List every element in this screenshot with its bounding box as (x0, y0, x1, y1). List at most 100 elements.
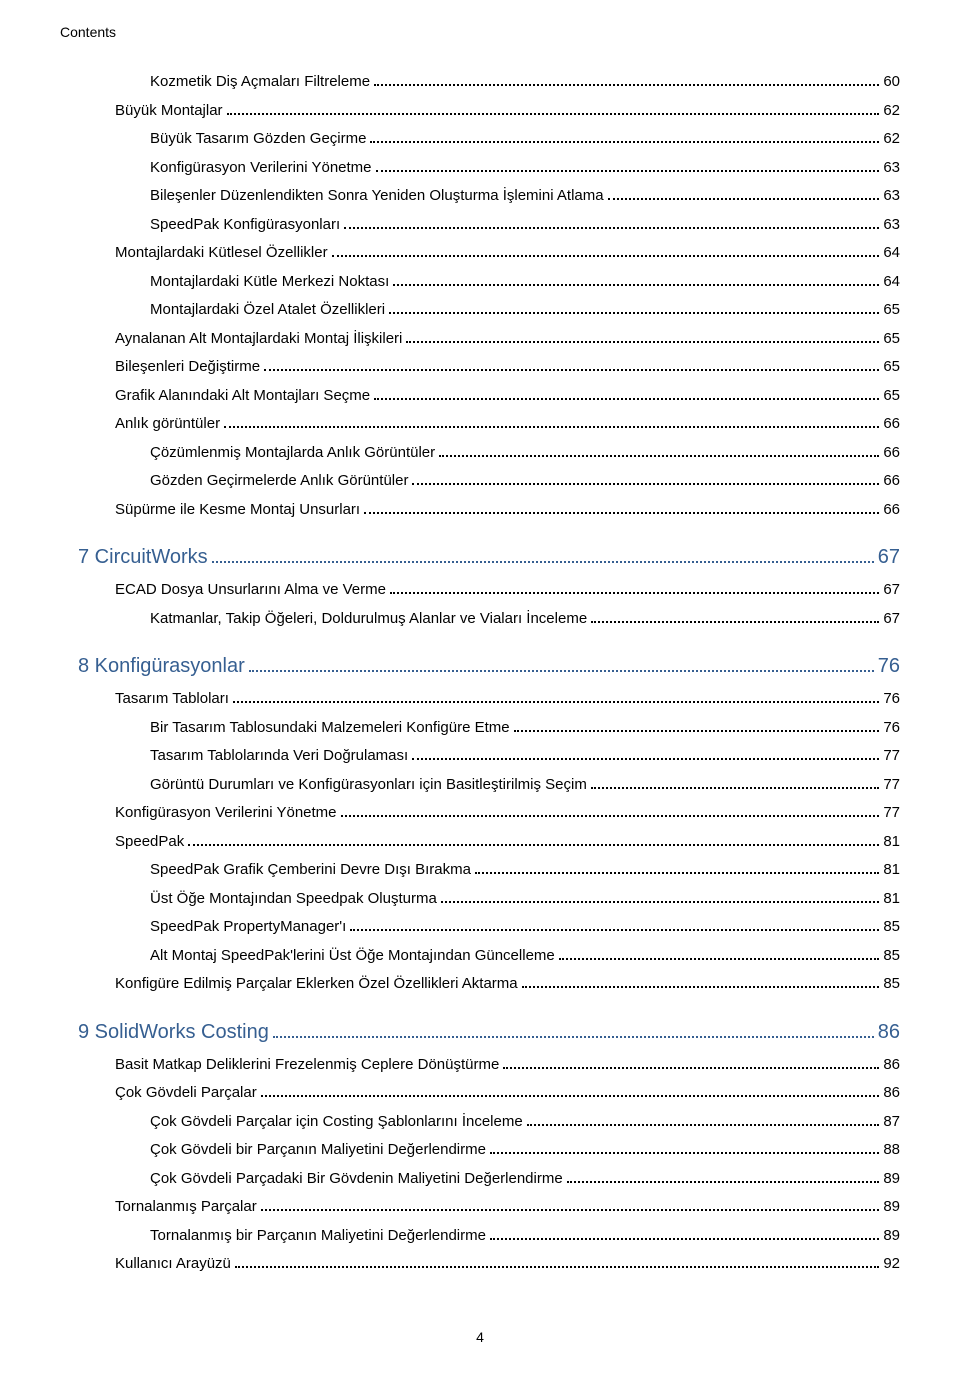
toc-entry[interactable]: Çözümlenmiş Montajlarda Anlık Görüntüler… (60, 439, 900, 468)
toc-chapter[interactable]: 7 CircuitWorks67 (60, 538, 900, 576)
toc-entry-page: 62 (883, 97, 900, 126)
toc-entry-title: Çok Gövdeli Parçadaki Bir Gövdenin Maliy… (150, 1165, 563, 1194)
toc-chapter[interactable]: 9 SolidWorks Costing86 (60, 1013, 900, 1051)
toc-entry-page: 65 (883, 325, 900, 354)
toc-entry-page: 67 (883, 576, 900, 605)
toc-entry-page: 89 (883, 1222, 900, 1251)
toc-entry[interactable]: Büyük Tasarım Gözden Geçirme 62 (60, 125, 900, 154)
toc-entry-title: Büyük Tasarım Gözden Geçirme (150, 125, 366, 154)
toc-entry[interactable]: SpeedPak Konfigürasyonları 63 (60, 211, 900, 240)
table-of-contents: Kozmetik Diş Açmaları Filtreleme60Büyük … (60, 68, 900, 1279)
toc-dot-leader (475, 872, 879, 874)
toc-entry[interactable]: Çok Gövdeli bir Parçanın Maliyetini Değe… (60, 1136, 900, 1165)
toc-entry-page: 77 (883, 742, 900, 771)
toc-dot-leader (527, 1124, 880, 1126)
toc-entry-title: Konfigürasyon Verilerini Yönetme (115, 799, 337, 828)
toc-entry[interactable]: Kullanıcı Arayüzü92 (60, 1250, 900, 1279)
toc-entry-page: 63 (883, 182, 900, 211)
toc-entry[interactable]: Üst Öğe Montajından Speedpak Oluşturma81 (60, 885, 900, 914)
toc-entry-title: Tasarım Tablolarında Veri Doğrulaması (150, 742, 408, 771)
toc-entry[interactable]: Montajlardaki Kütle Merkezi Noktası64 (60, 268, 900, 297)
toc-dot-leader (376, 170, 880, 172)
toc-entry-page: 67 (883, 605, 900, 634)
toc-entry[interactable]: Bileşenler Düzenlendikten Sonra Yeniden … (60, 182, 900, 211)
toc-entry-title: Grafik Alanındaki Alt Montajları Seçme (115, 382, 370, 411)
toc-entry-page: 85 (883, 942, 900, 971)
toc-entry[interactable]: Çok Gövdeli Parçalar için Costing Şablon… (60, 1108, 900, 1137)
toc-entry[interactable]: Bir Tasarım Tablosundaki Malzemeleri Kon… (60, 714, 900, 743)
toc-entry-title: Gözden Geçirmelerde Anlık Görüntüler (150, 467, 408, 496)
toc-dot-leader (332, 255, 880, 257)
toc-dot-leader (273, 1036, 874, 1038)
toc-entry[interactable]: Tornalanmış Parçalar89 (60, 1193, 900, 1222)
toc-entry[interactable]: Alt Montaj SpeedPak'lerini Üst Öğe Monta… (60, 942, 900, 971)
toc-entry-title: Montajlardaki Kütlesel Özellikler (115, 239, 328, 268)
toc-entry[interactable]: Süpürme ile Kesme Montaj Unsurları 66 (60, 496, 900, 525)
page-header: Contents (60, 24, 900, 40)
toc-entry-title: Çok Gövdeli Parçalar (115, 1079, 257, 1108)
toc-entry[interactable]: Anlık görüntüler66 (60, 410, 900, 439)
toc-dot-leader (188, 844, 879, 846)
toc-entry[interactable]: SpeedPak 81 (60, 828, 900, 857)
toc-entry-title: Süpürme ile Kesme Montaj Unsurları (115, 496, 360, 525)
toc-entry-page: 92 (883, 1250, 900, 1279)
toc-chapter[interactable]: 8 Konfigürasyonlar76 (60, 647, 900, 685)
toc-entry-title: Montajlardaki Kütle Merkezi Noktası (150, 268, 389, 297)
toc-entry[interactable]: Büyük Montajlar62 (60, 97, 900, 126)
toc-entry[interactable]: Tasarım Tablolarında Veri Doğrulaması 77 (60, 742, 900, 771)
toc-entry-page: 65 (883, 296, 900, 325)
toc-entry[interactable]: Çok Gövdeli Parçadaki Bir Gövdenin Maliy… (60, 1165, 900, 1194)
toc-entry-title: Üst Öğe Montajından Speedpak Oluşturma (150, 885, 437, 914)
toc-entry[interactable]: Konfigürasyon Verilerini Yönetme63 (60, 154, 900, 183)
toc-entry[interactable]: Konfigüre Edilmiş Parçalar Eklerken Özel… (60, 970, 900, 999)
toc-entry-page: 88 (883, 1136, 900, 1165)
toc-entry[interactable]: SpeedPak Grafik Çemberini Devre Dışı Bır… (60, 856, 900, 885)
toc-entry-page: 77 (883, 799, 900, 828)
toc-entry-page: 63 (883, 211, 900, 240)
toc-entry-page: 66 (883, 496, 900, 525)
toc-entry[interactable]: Konfigürasyon Verilerini Yönetme 77 (60, 799, 900, 828)
toc-dot-leader (591, 787, 879, 789)
toc-dot-leader (490, 1238, 879, 1240)
toc-entry-title: Çözümlenmiş Montajlarda Anlık Görüntüler (150, 439, 435, 468)
toc-entry[interactable]: Kozmetik Diş Açmaları Filtreleme60 (60, 68, 900, 97)
toc-entry[interactable]: Aynalanan Alt Montajlardaki Montaj İlişk… (60, 325, 900, 354)
toc-entry-page: 62 (883, 125, 900, 154)
toc-entry-page: 85 (883, 913, 900, 942)
toc-entry[interactable]: Görüntü Durumları ve Konfigürasyonları i… (60, 771, 900, 800)
toc-entry-title: 7 CircuitWorks (78, 538, 208, 576)
toc-entry[interactable]: Katmanlar, Takip Öğeleri, Doldurulmuş Al… (60, 605, 900, 634)
toc-dot-leader (522, 986, 880, 988)
toc-entry-title: Montajlardaki Özel Atalet Özellikleri (150, 296, 385, 325)
toc-entry[interactable]: Montajlardaki Özel Atalet Özellikleri 65 (60, 296, 900, 325)
toc-entry-title: ECAD Dosya Unsurlarını Alma ve Verme (115, 576, 386, 605)
toc-entry[interactable]: Basit Matkap Deliklerini Frezelenmiş Cep… (60, 1051, 900, 1080)
toc-entry[interactable]: Montajlardaki Kütlesel Özellikler64 (60, 239, 900, 268)
toc-entry[interactable]: SpeedPak PropertyManager'ı 85 (60, 913, 900, 942)
toc-entry-page: 66 (883, 439, 900, 468)
toc-entry-title: Tasarım Tabloları (115, 685, 229, 714)
toc-entry[interactable]: Gözden Geçirmelerde Anlık Görüntüler66 (60, 467, 900, 496)
toc-dot-leader (264, 369, 879, 371)
toc-entry-title: SpeedPak Konfigürasyonları (150, 211, 340, 240)
toc-dot-leader (233, 701, 879, 703)
toc-entry-page: 86 (883, 1079, 900, 1108)
toc-entry[interactable]: Tasarım Tabloları76 (60, 685, 900, 714)
toc-entry-title: Bileşenleri Değiştirme (115, 353, 260, 382)
toc-entry[interactable]: ECAD Dosya Unsurlarını Alma ve Verme 67 (60, 576, 900, 605)
toc-entry-title: SpeedPak PropertyManager'ı (150, 913, 346, 942)
toc-dot-leader (212, 561, 874, 563)
toc-entry[interactable]: Grafik Alanındaki Alt Montajları Seçme65 (60, 382, 900, 411)
page-number: 4 (476, 1329, 484, 1345)
toc-entry[interactable]: Tornalanmış bir Parçanın Maliyetini Değe… (60, 1222, 900, 1251)
toc-entry-title: SpeedPak (115, 828, 184, 857)
toc-dot-leader (374, 84, 879, 86)
toc-entry[interactable]: Bileşenleri Değiştirme65 (60, 353, 900, 382)
toc-dot-leader (249, 670, 874, 672)
toc-entry-title: Tornalanmış Parçalar (115, 1193, 257, 1222)
toc-entry-page: 81 (883, 828, 900, 857)
toc-dot-leader (412, 483, 879, 485)
toc-entry-page: 89 (883, 1165, 900, 1194)
toc-entry[interactable]: Çok Gövdeli Parçalar 86 (60, 1079, 900, 1108)
toc-dot-leader (439, 455, 879, 457)
